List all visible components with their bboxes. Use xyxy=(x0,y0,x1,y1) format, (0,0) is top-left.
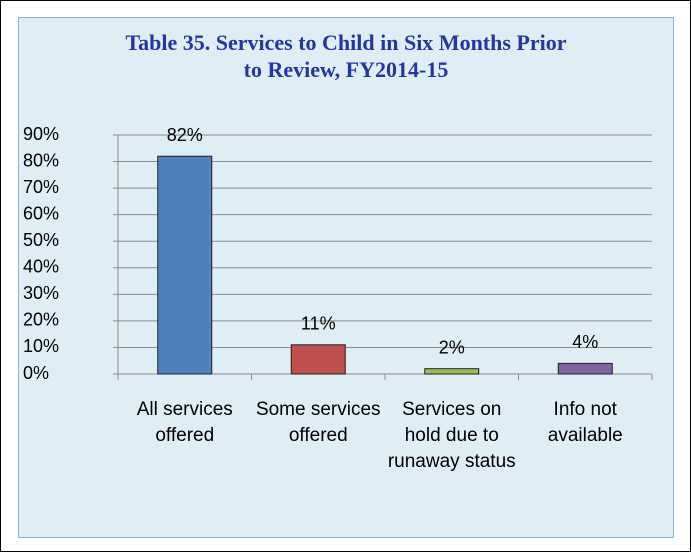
bar xyxy=(290,344,346,375)
bar xyxy=(557,362,613,375)
chart-title: Table 35. Services to Child in Six Month… xyxy=(125,30,567,82)
x-tick-label: Services on hold due to runaway status xyxy=(387,399,516,472)
value-label: 11% xyxy=(301,314,336,334)
value-label: 2% xyxy=(439,337,465,357)
x-tick-label: All services offered xyxy=(136,399,233,446)
y-tick-label: 80% xyxy=(23,150,59,170)
y-tick-label: 10% xyxy=(23,336,59,356)
y-tick-label: 90% xyxy=(23,124,59,144)
y-tick-label: 60% xyxy=(23,203,59,223)
x-tick-label: Some services offered xyxy=(255,399,381,446)
y-tick-label: 30% xyxy=(23,283,59,303)
bar xyxy=(157,155,213,375)
y-tick-label: 50% xyxy=(23,230,59,250)
y-tick-label: 20% xyxy=(23,310,59,330)
y-tick-label: 70% xyxy=(23,177,59,197)
y-tick-label: 0% xyxy=(23,363,49,383)
value-label: 82% xyxy=(167,125,203,145)
x-tick-label: Info not available xyxy=(547,399,623,446)
chart-panel xyxy=(18,17,674,538)
y-tick-label: 40% xyxy=(23,257,59,277)
value-label: 4% xyxy=(572,332,598,352)
bar xyxy=(424,368,480,375)
